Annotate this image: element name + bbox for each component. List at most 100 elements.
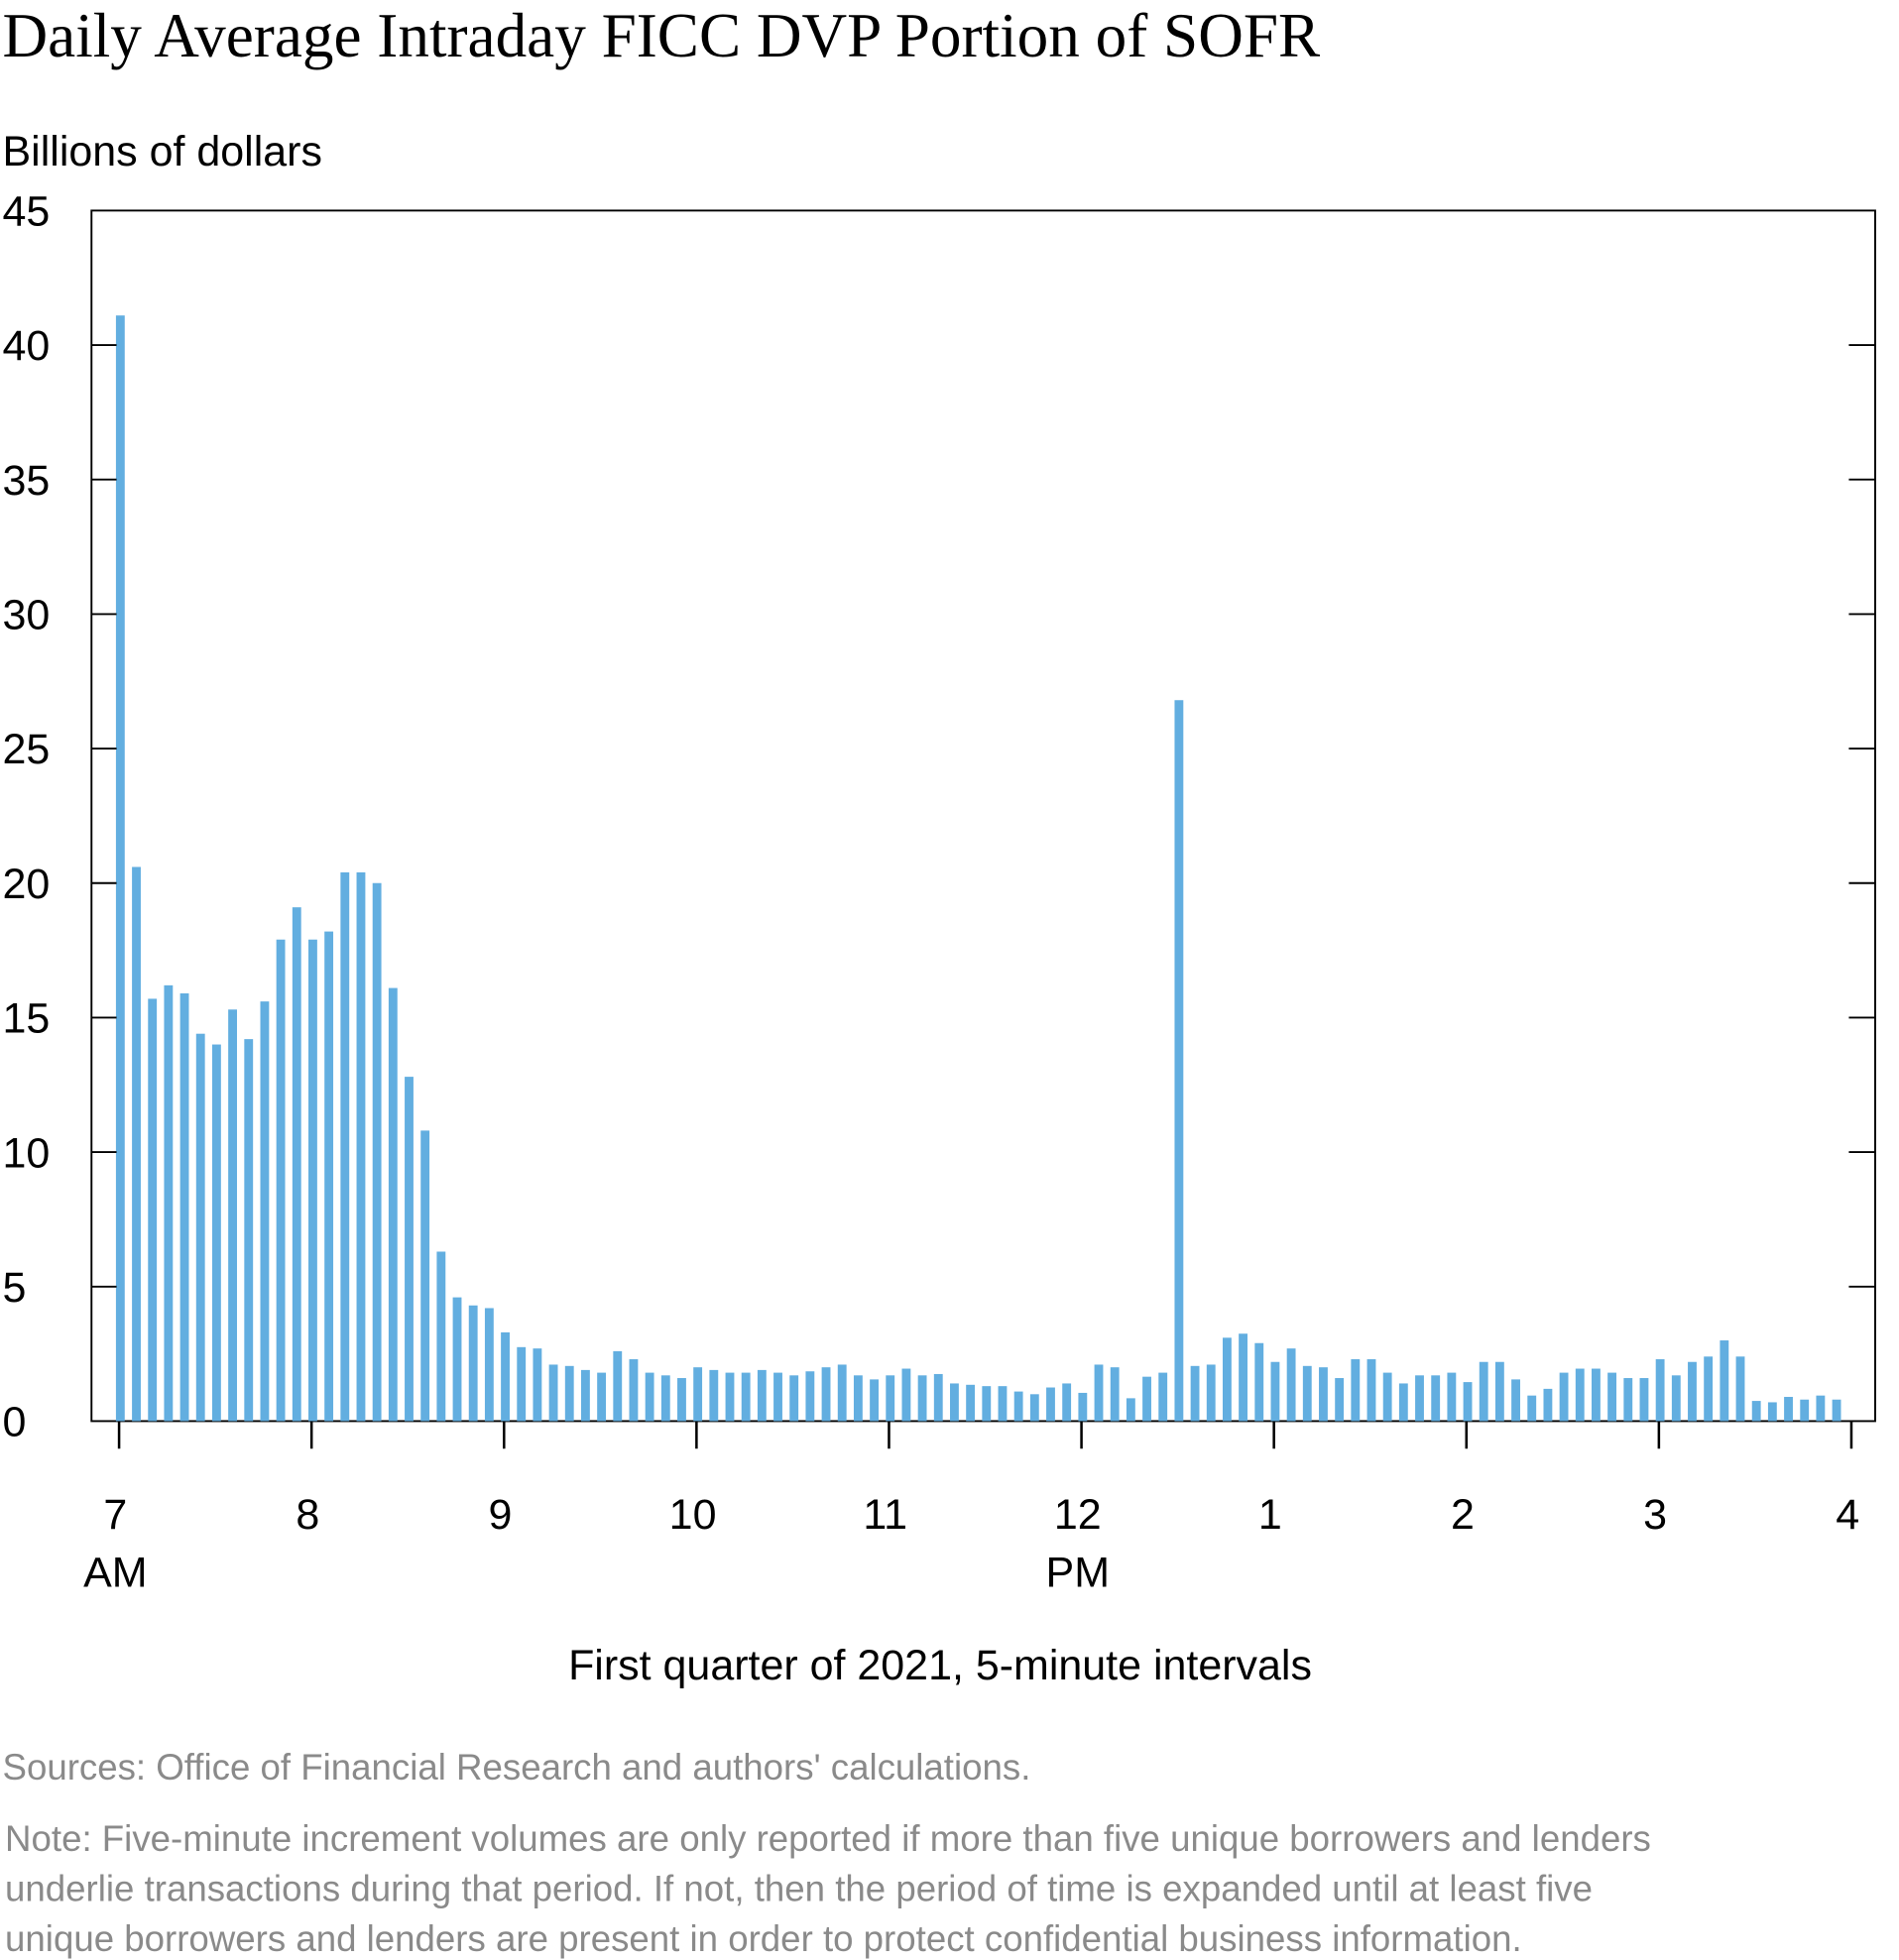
bar	[1062, 1383, 1072, 1422]
y-axis: 0 5 10 15 20 25 30 35 40 45	[3, 188, 1875, 1446]
y-tick-label: 30	[3, 592, 51, 639]
bar	[1110, 1367, 1120, 1422]
bar	[1415, 1375, 1424, 1422]
bar	[1639, 1378, 1649, 1422]
bar	[950, 1383, 959, 1422]
bar	[982, 1386, 992, 1422]
bar	[613, 1350, 623, 1422]
bar	[372, 882, 382, 1422]
bar	[725, 1372, 735, 1422]
bar	[1800, 1399, 1810, 1422]
bar	[1463, 1382, 1473, 1422]
bar	[1013, 1391, 1023, 1422]
bar	[870, 1379, 879, 1422]
bar	[356, 871, 366, 1422]
x-tick-label: 10	[669, 1491, 717, 1539]
bar	[1751, 1401, 1761, 1422]
bars	[115, 315, 1841, 1422]
bar	[1158, 1372, 1168, 1422]
bar	[629, 1359, 639, 1422]
bar	[148, 998, 158, 1422]
bar	[660, 1375, 670, 1422]
bar	[1784, 1397, 1793, 1422]
bar	[580, 1369, 590, 1422]
bar	[1816, 1395, 1826, 1422]
bar	[179, 992, 189, 1422]
bar	[1174, 700, 1184, 1422]
y-tick-label: 0	[3, 1399, 27, 1446]
x-tick-label: 11	[863, 1491, 907, 1539]
x-axis-label: First quarter of 2021, 5-minute interval…	[568, 1642, 1312, 1689]
bar	[1254, 1342, 1264, 1422]
bar	[1688, 1361, 1697, 1422]
bar	[886, 1375, 895, 1422]
note-line-3: unique borrowers and lenders are present…	[5, 1918, 1522, 1959]
bar	[645, 1372, 654, 1422]
bar	[1029, 1394, 1039, 1422]
y-tick-label: 5	[3, 1264, 27, 1312]
bar	[1543, 1388, 1553, 1422]
bar	[1704, 1356, 1714, 1422]
bar	[405, 1077, 414, 1422]
bar	[1222, 1337, 1232, 1422]
bar	[420, 1130, 430, 1422]
bar	[1270, 1361, 1280, 1422]
bar	[757, 1369, 767, 1422]
bar	[1431, 1375, 1441, 1422]
x-tick-label: 9	[489, 1491, 513, 1539]
bar	[211, 1044, 221, 1422]
y-tick-label: 20	[3, 861, 51, 908]
x-tick-label: 3	[1643, 1491, 1667, 1539]
x-tick-label: 12	[1054, 1491, 1102, 1539]
bar	[1671, 1375, 1681, 1422]
bar	[548, 1364, 558, 1422]
x-tick-label: 8	[296, 1491, 319, 1539]
bar	[837, 1364, 847, 1422]
bar	[1559, 1372, 1569, 1422]
bar	[1511, 1379, 1520, 1422]
bar	[1382, 1372, 1392, 1422]
bar	[260, 1001, 270, 1422]
bar	[517, 1346, 527, 1422]
bar	[693, 1367, 703, 1422]
bar	[195, 1033, 205, 1422]
bar	[773, 1372, 782, 1422]
bar	[1319, 1367, 1328, 1422]
bar	[468, 1305, 478, 1422]
bar	[805, 1371, 815, 1422]
bar	[1206, 1364, 1216, 1422]
bar	[853, 1375, 863, 1422]
bar	[901, 1368, 911, 1422]
bar	[917, 1375, 927, 1422]
bar	[292, 907, 301, 1422]
bar	[1190, 1365, 1200, 1422]
bar	[1575, 1368, 1585, 1422]
bar	[1623, 1378, 1633, 1422]
bar	[741, 1372, 751, 1422]
bar	[1655, 1359, 1665, 1422]
x-tick-label: 7	[103, 1491, 127, 1539]
y-tick-label: 15	[3, 995, 51, 1043]
bar	[1126, 1398, 1135, 1422]
bar	[1302, 1365, 1312, 1422]
bar	[501, 1331, 510, 1422]
bar	[1046, 1387, 1055, 1422]
x-tick-label: 4	[1836, 1491, 1859, 1539]
bar	[1447, 1372, 1457, 1422]
y-tick-label: 35	[3, 457, 51, 505]
bar	[1592, 1368, 1601, 1422]
x-tick-label: 1	[1258, 1491, 1282, 1539]
bar	[308, 939, 317, 1422]
y-axis-label: Billions of dollars	[3, 128, 322, 175]
y-tick-label: 40	[3, 322, 51, 370]
bar	[244, 1039, 254, 1422]
bar	[1366, 1359, 1376, 1422]
bar	[533, 1348, 542, 1422]
bar	[436, 1251, 446, 1422]
chart-title: Daily Average Intraday FICC DVP Portion …	[3, 1, 1321, 70]
note-line-1: Note: Five-minute increment volumes are …	[5, 1818, 1651, 1859]
sources-text: Sources: Office of Financial Research an…	[3, 1747, 1031, 1787]
bar	[340, 871, 350, 1422]
bar	[228, 1009, 237, 1422]
bar	[1351, 1359, 1361, 1422]
